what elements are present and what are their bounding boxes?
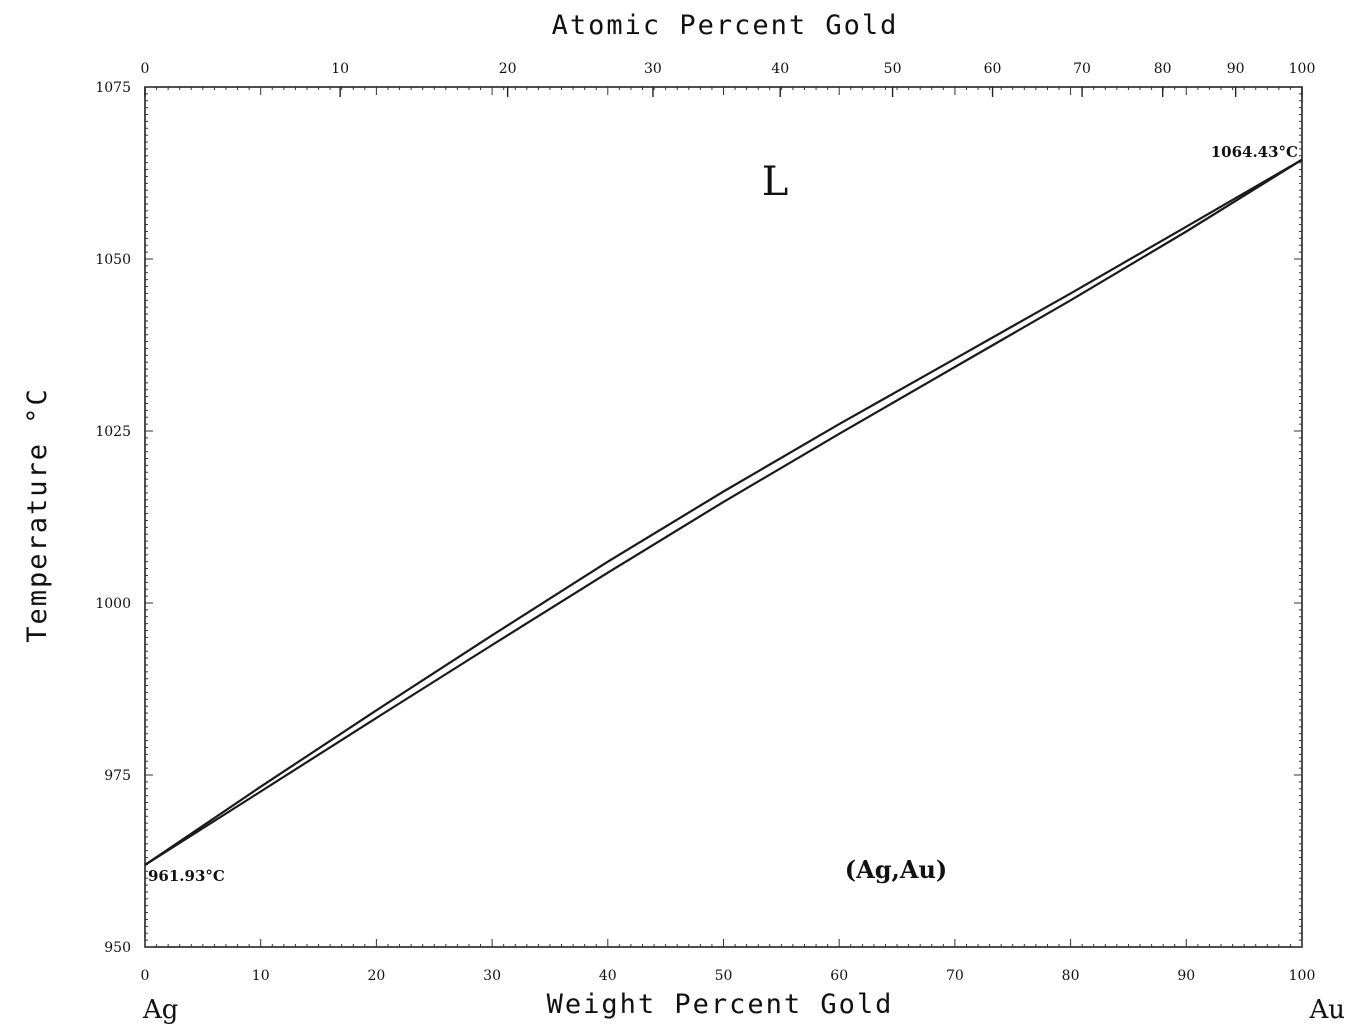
y-tick-label: 975	[104, 768, 131, 784]
y-tick-label: 1050	[95, 252, 131, 268]
top-tick-label: 0	[141, 61, 150, 77]
x-tick-labels: 0 10 20 30 40 50 60 70 80 90 100	[141, 968, 1316, 984]
phase-label-solid: (Ag,Au)	[845, 855, 948, 884]
top-tick-label: 90	[1227, 61, 1245, 77]
top-tick-label: 20	[499, 61, 517, 77]
y-tick-labels: 950 975 1000 1025 1050 1075	[95, 80, 131, 956]
au-melting-point-label: 1064.43°C	[1211, 143, 1298, 161]
top-tick-label: 70	[1073, 61, 1091, 77]
x-tick-label: 100	[1289, 968, 1316, 984]
x-axis-title: Weight Percent Gold	[547, 989, 894, 1020]
x-tick-label: 10	[252, 968, 270, 984]
x-tick-label: 60	[830, 968, 848, 984]
top-tick-label: 80	[1154, 61, 1172, 77]
y-tick-label: 1000	[95, 596, 131, 612]
x-tick-label: 80	[1062, 968, 1080, 984]
y-tick-label: 1075	[95, 80, 131, 96]
x-tick-label: 40	[599, 968, 617, 984]
ag-melting-point-label: 961.93°C	[148, 867, 225, 885]
element-label-ag: Ag	[142, 995, 178, 1025]
top-tick-label: 50	[884, 61, 902, 77]
y-tick-label: 1025	[95, 424, 131, 440]
element-label-au: Au	[1308, 995, 1345, 1025]
x-tick-label: 90	[1177, 968, 1195, 984]
top-tick-labels: 0 10 20 30 40 50 60 70 80 90 100	[141, 61, 1316, 97]
y-axis-title: Temperature °C	[22, 387, 53, 643]
top-tick-label: 100	[1289, 61, 1316, 77]
top-axis-title: Atomic Percent Gold	[552, 10, 899, 41]
x-tick-label: 0	[141, 968, 150, 984]
plot-frame	[144, 86, 1303, 948]
solidus-line	[144, 158, 1303, 866]
top-tick-label: 60	[984, 61, 1002, 77]
top-tick-label: 30	[644, 61, 662, 77]
liquidus-line	[144, 158, 1303, 866]
phase-label-liquid: L	[762, 159, 789, 205]
top-tick-label: 40	[771, 61, 789, 77]
y-tick-label: 950	[104, 940, 131, 956]
axis-ticks	[144, 86, 1303, 948]
x-tick-label: 70	[946, 968, 964, 984]
liquidus-solidus-curves	[144, 158, 1303, 866]
top-tick-label: 10	[331, 61, 349, 77]
x-tick-label: 50	[715, 968, 733, 984]
x-tick-label: 30	[483, 968, 501, 984]
x-tick-label: 20	[367, 968, 385, 984]
